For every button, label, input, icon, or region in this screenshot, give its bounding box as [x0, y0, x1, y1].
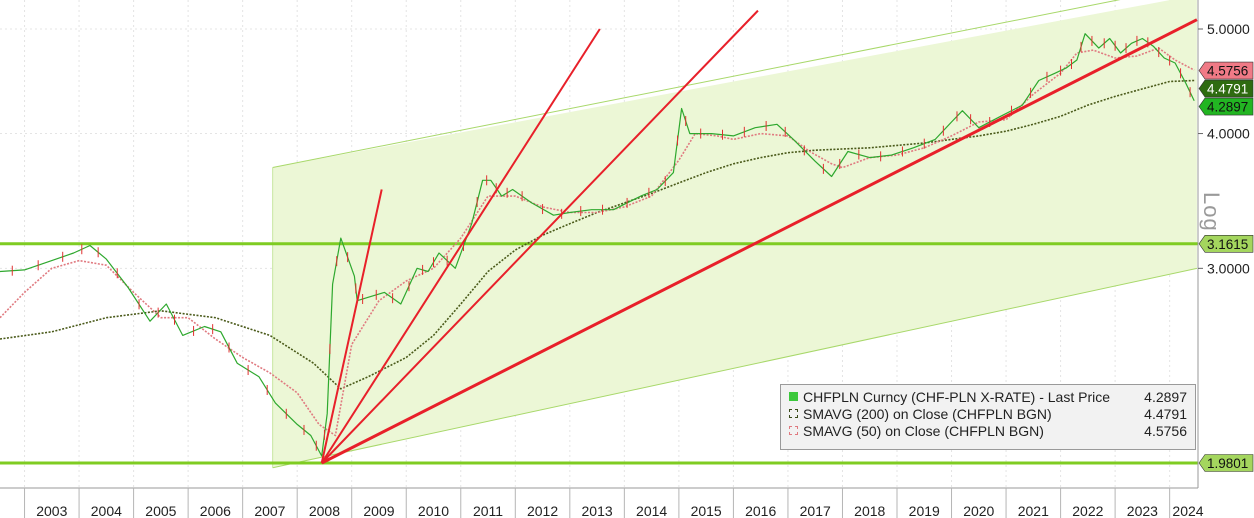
legend-item-price: CHFPLN Curncy (CHF-PLN X-RATE) - Last Pr… [789, 388, 1187, 405]
price-tag [1198, 234, 1254, 253]
channel-layer [272, 0, 1198, 469]
series-layer [0, 33, 1195, 457]
series-smavg50-line [0, 47, 1195, 437]
x-tick-label: 2022 [1072, 503, 1103, 518]
fan-line [321, 18, 1198, 465]
price-tag-label: 3.1615 [1207, 237, 1248, 252]
x-tick-label: 2007 [254, 503, 285, 518]
horizontal-lines-layer [0, 242, 1198, 465]
x-tick-label: 2016 [745, 503, 776, 518]
price-tag-label: 4.4791 [1207, 82, 1248, 97]
x-tick-label: 2024 [1172, 503, 1203, 518]
price-tag [1198, 454, 1254, 472]
x-tick-label: 2018 [854, 503, 885, 518]
x-tick-label: 2010 [418, 503, 449, 518]
x-tick-label: 2008 [309, 503, 340, 518]
y-tick-label: 5.0000 [1207, 21, 1250, 37]
price-tag-label: 1.9801 [1207, 456, 1248, 471]
price-tag-label: 4.2897 [1207, 100, 1248, 115]
legend-swatch-price [789, 392, 798, 401]
x-tick-label: 2013 [582, 503, 613, 518]
x-tick-label: 2011 [473, 503, 503, 518]
x-tick-label: 2021 [1018, 503, 1049, 518]
price-tag [1198, 79, 1254, 98]
x-tick-label: 2004 [91, 503, 122, 518]
x-tick-label: 2023 [1127, 503, 1158, 518]
fan-lines-layer [320, 9, 1198, 465]
x-tick-label: 2019 [909, 503, 940, 518]
price-tag-label: 4.5756 [1207, 64, 1248, 79]
y-tick-label: 3.0000 [1207, 260, 1250, 276]
legend-item-smavg200: SMAVG (200) on Close (CHFPLN BGN) 4.4791 [789, 405, 1187, 422]
chart-legend: CHFPLN Curncy (CHF-PLN X-RATE) - Last Pr… [780, 384, 1196, 450]
y-axis-scale-label: Log [1199, 192, 1224, 232]
x-tick-label: 2005 [145, 503, 176, 518]
x-tick-label: 2015 [691, 503, 722, 518]
x-tick-label: 2006 [200, 503, 231, 518]
legend-value-smavg200: 4.4791 [1144, 405, 1187, 422]
legend-value-smavg50: 4.5756 [1144, 422, 1187, 439]
channel-fill [272, 0, 1197, 468]
series-price-line [0, 33, 1195, 457]
legend-swatch-smavg200 [789, 409, 798, 418]
channel-lower-line [272, 267, 1198, 469]
price-tag [1198, 97, 1254, 116]
x-tick-label: 2017 [800, 503, 831, 518]
x-tick-label: 2014 [636, 503, 667, 518]
legend-label-smavg200: SMAVG (200) on Close (CHFPLN BGN) [803, 405, 1052, 422]
channel-upper-line [272, 0, 1121, 169]
x-tick-label: 2009 [363, 503, 394, 518]
fan-line [321, 9, 759, 464]
legend-label-price: CHFPLN Curncy (CHF-PLN X-RATE) - Last Pr… [803, 388, 1111, 405]
fan-line [320, 28, 601, 464]
x-tick-label: 2012 [527, 503, 558, 518]
price-labels-layer: 4.5756 4.4791 4.2897 3.1615 1.9801 [1198, 61, 1254, 472]
legend-swatch-smavg50 [789, 426, 798, 435]
legend-label-smavg50: SMAVG (50) on Close (CHFPLN BGN) [803, 422, 1044, 439]
series-smavg200-line [0, 79, 1195, 390]
legend-value-price: 4.2897 [1144, 388, 1187, 405]
x-tick-label: 2003 [36, 503, 67, 518]
legend-item-smavg50: SMAVG (50) on Close (CHFPLN BGN) 4.5756 [789, 422, 1187, 439]
x-tick-label: 2020 [963, 503, 994, 518]
price-tag [1198, 61, 1254, 80]
fan-line [320, 189, 383, 464]
y-tick-label: 4.0000 [1207, 126, 1250, 142]
